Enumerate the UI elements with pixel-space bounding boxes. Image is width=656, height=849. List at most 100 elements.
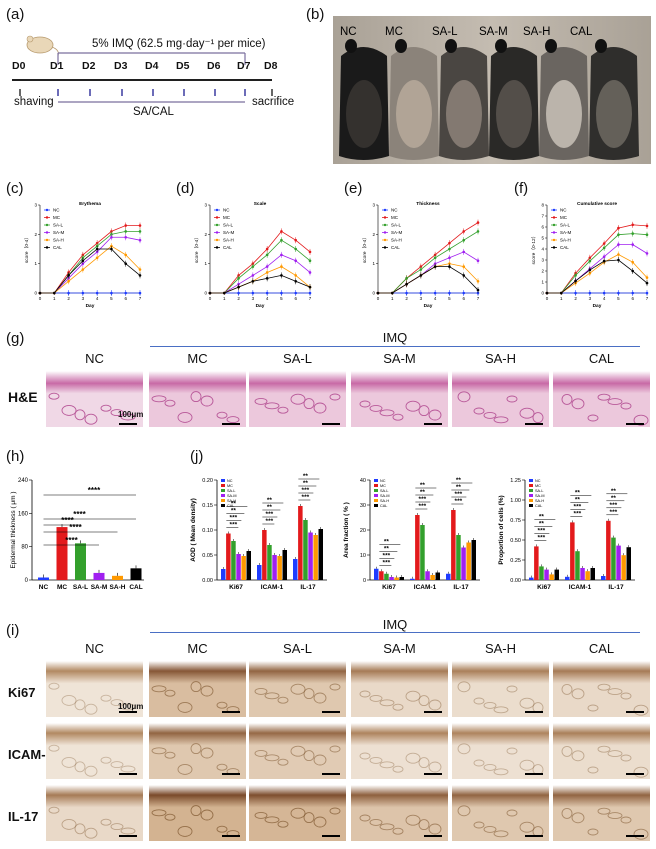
follicle-structure bbox=[120, 827, 136, 835]
y-axis-label: Proportion of cells (%) bbox=[498, 495, 505, 564]
bar-MC bbox=[415, 515, 420, 580]
data-point bbox=[462, 230, 466, 233]
follicle-structure bbox=[313, 692, 327, 704]
data-point bbox=[433, 291, 437, 295]
legend-marker bbox=[552, 231, 556, 234]
y-tick-label: 1.00 bbox=[510, 498, 521, 504]
x-tick-label: 1 bbox=[391, 296, 394, 301]
series-line-MC bbox=[40, 225, 140, 294]
data-point bbox=[110, 291, 113, 295]
x-axis-label: Day bbox=[86, 303, 95, 309]
panel-a-label: (a) bbox=[6, 6, 25, 23]
bar-MC bbox=[262, 530, 267, 580]
follicle-structure bbox=[457, 391, 471, 403]
scale-bar bbox=[322, 423, 340, 425]
bar-SA-M bbox=[616, 545, 621, 580]
significance-mark: ** bbox=[539, 513, 545, 520]
data-point bbox=[462, 274, 466, 277]
chart-title: Scale bbox=[254, 201, 267, 207]
mouse-group-label: SA-L bbox=[432, 26, 458, 38]
data-point bbox=[617, 258, 620, 262]
y-tick-label: 7 bbox=[541, 214, 544, 219]
significance-mark: ** bbox=[303, 473, 309, 480]
follicle-structure bbox=[405, 690, 421, 702]
bar-MC bbox=[226, 533, 231, 580]
significance-mark: *** bbox=[574, 503, 582, 510]
follicle-structure bbox=[61, 756, 77, 768]
follicle-structure bbox=[428, 761, 442, 773]
imq-header-g: IMQ bbox=[382, 330, 408, 345]
bar-MC bbox=[606, 520, 611, 580]
follicle-structure bbox=[392, 827, 404, 835]
legend-swatch bbox=[374, 479, 378, 482]
data-point bbox=[308, 259, 312, 263]
scale-bar bbox=[222, 835, 240, 837]
data-point bbox=[588, 291, 592, 295]
scale-bar bbox=[322, 835, 340, 837]
y-tick-label: 0.00 bbox=[202, 578, 213, 584]
legend-marker bbox=[215, 223, 219, 227]
legend-label: SA-M bbox=[380, 494, 390, 498]
follicle-structure bbox=[254, 811, 268, 819]
data-point bbox=[631, 269, 635, 273]
x-tick-label: Ki67 bbox=[537, 584, 551, 591]
data-point bbox=[631, 232, 635, 235]
data-point bbox=[280, 230, 283, 233]
follicle-structure bbox=[597, 393, 611, 401]
follicle-structure bbox=[405, 752, 421, 764]
follicle-structure bbox=[329, 807, 341, 815]
follicle-structure bbox=[303, 750, 315, 762]
tissue-texture bbox=[48, 806, 136, 839]
x-tick-label: 1 bbox=[223, 296, 226, 301]
mouse-ear bbox=[445, 39, 457, 53]
significance-mark: *** bbox=[419, 496, 427, 503]
bar-SA-H bbox=[277, 556, 282, 580]
follicle-structure bbox=[571, 398, 585, 410]
follicle-structure bbox=[290, 393, 306, 405]
bar-CAL bbox=[318, 529, 323, 580]
scale-bar bbox=[119, 423, 137, 425]
follicle-structure bbox=[277, 820, 289, 828]
data-point bbox=[110, 235, 113, 239]
data-point bbox=[251, 265, 255, 268]
data-point bbox=[617, 253, 620, 256]
legend-label: SA-M bbox=[391, 230, 403, 235]
data-point bbox=[390, 291, 394, 295]
bar-MC bbox=[534, 546, 539, 580]
y-axis-label: score（0-12） bbox=[531, 234, 537, 265]
data-point bbox=[294, 259, 298, 263]
tissue-texture bbox=[359, 690, 442, 711]
significance-mark: ** bbox=[231, 501, 237, 508]
follicle-structure bbox=[313, 402, 327, 414]
legend-label: SA-L bbox=[227, 489, 235, 493]
data-point bbox=[617, 291, 620, 295]
x-tick-label: 4 bbox=[266, 296, 269, 301]
y-tick-label: 3 bbox=[204, 203, 207, 208]
data-point bbox=[138, 238, 142, 242]
significance-mark: **** bbox=[69, 523, 82, 532]
follicle-structure bbox=[597, 683, 611, 691]
mouse-ear bbox=[345, 39, 357, 53]
follicle-structure bbox=[519, 759, 535, 771]
significance-mark: ** bbox=[611, 488, 617, 495]
data-point bbox=[645, 291, 649, 295]
follicle-structure bbox=[48, 392, 60, 400]
data-point bbox=[222, 291, 226, 295]
y-axis-label: Area fraction ( % ) bbox=[343, 502, 350, 558]
data-point bbox=[405, 291, 408, 295]
chart-title: Cumulative score bbox=[577, 201, 617, 207]
legend-marker bbox=[552, 223, 556, 227]
significance-mark: *** bbox=[302, 494, 310, 501]
x-tick-label: 6 bbox=[631, 296, 634, 301]
legend-swatch bbox=[374, 494, 378, 497]
x-tick-label: 2 bbox=[67, 296, 70, 301]
data-point bbox=[95, 247, 99, 251]
scale-bar-text: 100μm bbox=[118, 410, 144, 419]
data-point bbox=[602, 291, 606, 295]
y-tick-label: 3 bbox=[34, 203, 37, 208]
data-point bbox=[631, 243, 635, 246]
data-point bbox=[237, 291, 240, 295]
follicle-structure bbox=[379, 823, 395, 831]
legend-label: SA-M bbox=[535, 494, 545, 498]
